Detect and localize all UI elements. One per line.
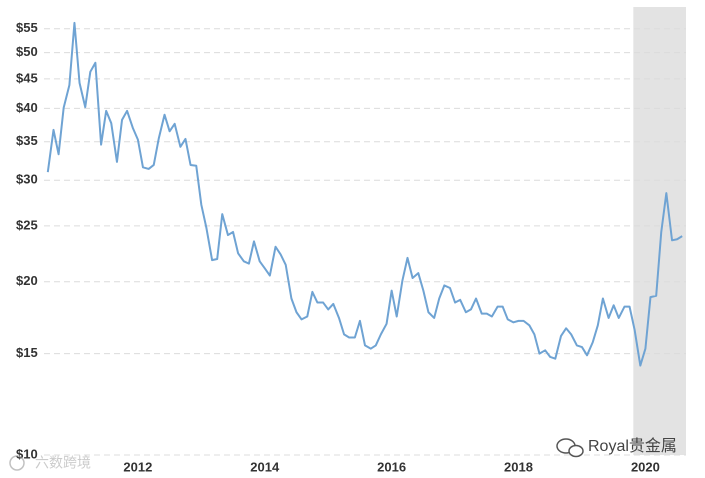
y-tick-label: $40 xyxy=(16,100,38,115)
watermark-right: Royal贵金属 xyxy=(556,437,677,458)
y-tick-label: $25 xyxy=(16,217,38,232)
y-tick-label: $55 xyxy=(16,20,38,35)
shaded-region xyxy=(633,7,686,455)
y-tick-label: $15 xyxy=(16,345,38,360)
y-tick-label: $20 xyxy=(16,273,38,288)
x-tick-label: 2014 xyxy=(250,459,280,474)
x-tick-label: 2018 xyxy=(504,459,533,474)
x-tick-label: 2016 xyxy=(377,459,406,474)
y-tick-label: $50 xyxy=(16,44,38,59)
watermark-text: 六数跨境 xyxy=(35,455,91,471)
watermark-left: 六数跨境 xyxy=(9,455,91,471)
x-tick-label: 2012 xyxy=(123,459,152,474)
watermark-icon xyxy=(568,444,584,458)
y-tick-label: $30 xyxy=(16,172,38,187)
watermark-icon xyxy=(9,455,25,471)
x-tick-label: 2020 xyxy=(631,459,660,474)
watermark-text: Royal贵金属 xyxy=(588,437,677,455)
y-tick-label: $45 xyxy=(16,70,38,85)
y-tick-label: $35 xyxy=(16,133,38,148)
price-line xyxy=(46,21,683,367)
